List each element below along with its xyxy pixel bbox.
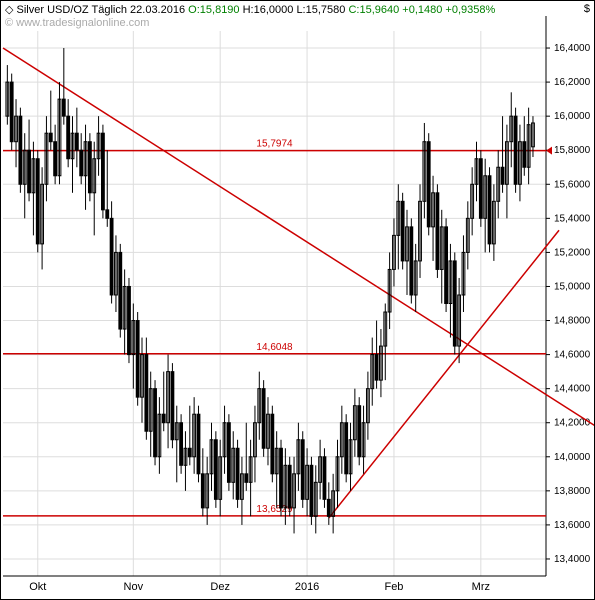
svg-text:Dez: Dez [210, 581, 230, 593]
ohlc-low: 15,7580 [306, 4, 346, 16]
svg-text:15,4000: 15,4000 [554, 213, 591, 224]
ohlc-open-label: O: [188, 4, 200, 16]
chart-header: ◇ Silver USD/OZ Täglich 22.03.2016 O:15,… [5, 3, 590, 17]
svg-text:15,7974: 15,7974 [256, 139, 293, 150]
svg-text:Okt: Okt [29, 581, 46, 593]
svg-text:14,0000: 14,0000 [554, 452, 591, 463]
svg-text:Nov: Nov [124, 581, 144, 593]
svg-text:14,6000: 14,6000 [554, 350, 591, 361]
svg-text:13,6529: 13,6529 [256, 504, 293, 515]
svg-text:Feb: Feb [384, 581, 403, 593]
svg-text:14,6048: 14,6048 [256, 342, 293, 353]
ohlc-change-pct: +0,9358% [445, 4, 495, 16]
ohlc-change: +0,1480 [402, 4, 442, 16]
ohlc-close: 15,9640 [359, 4, 399, 16]
svg-text:15,6000: 15,6000 [554, 179, 591, 190]
svg-text:15,2000: 15,2000 [554, 247, 591, 258]
chart-title: Silver USD/OZ Täglich [17, 4, 127, 16]
svg-text:16,2000: 16,2000 [554, 77, 591, 88]
currency-label: $ [584, 3, 590, 15]
symbol-icon: ◇ [5, 4, 13, 16]
svg-text:14,4000: 14,4000 [554, 384, 591, 395]
ohlc-open: 15,8190 [200, 4, 240, 16]
ohlc-low-label: L: [296, 4, 305, 16]
chart-plot[interactable]: 13,400013,600013,800014,000014,200014,40… [1, 1, 595, 600]
svg-text:14,8000: 14,8000 [554, 316, 591, 327]
svg-text:13,6000: 13,6000 [554, 520, 591, 531]
ohlc-high: 16,0000 [254, 4, 294, 16]
watermark: © www.tradesignalonline.com [5, 17, 149, 29]
svg-text:2016: 2016 [295, 581, 319, 593]
svg-text:15,0000: 15,0000 [554, 281, 591, 292]
svg-text:16,4000: 16,4000 [554, 43, 591, 54]
ohlc-close-label: C: [348, 4, 359, 16]
svg-text:15,8000: 15,8000 [554, 145, 591, 156]
svg-text:13,8000: 13,8000 [554, 486, 591, 497]
chart-container: ◇ Silver USD/OZ Täglich 22.03.2016 O:15,… [0, 0, 595, 600]
svg-text:16,0000: 16,0000 [554, 111, 591, 122]
svg-text:Mrz: Mrz [472, 581, 490, 593]
chart-date: 22.03.2016 [130, 4, 185, 16]
ohlc-high-label: H: [243, 4, 254, 16]
svg-text:13,4000: 13,4000 [554, 554, 591, 565]
